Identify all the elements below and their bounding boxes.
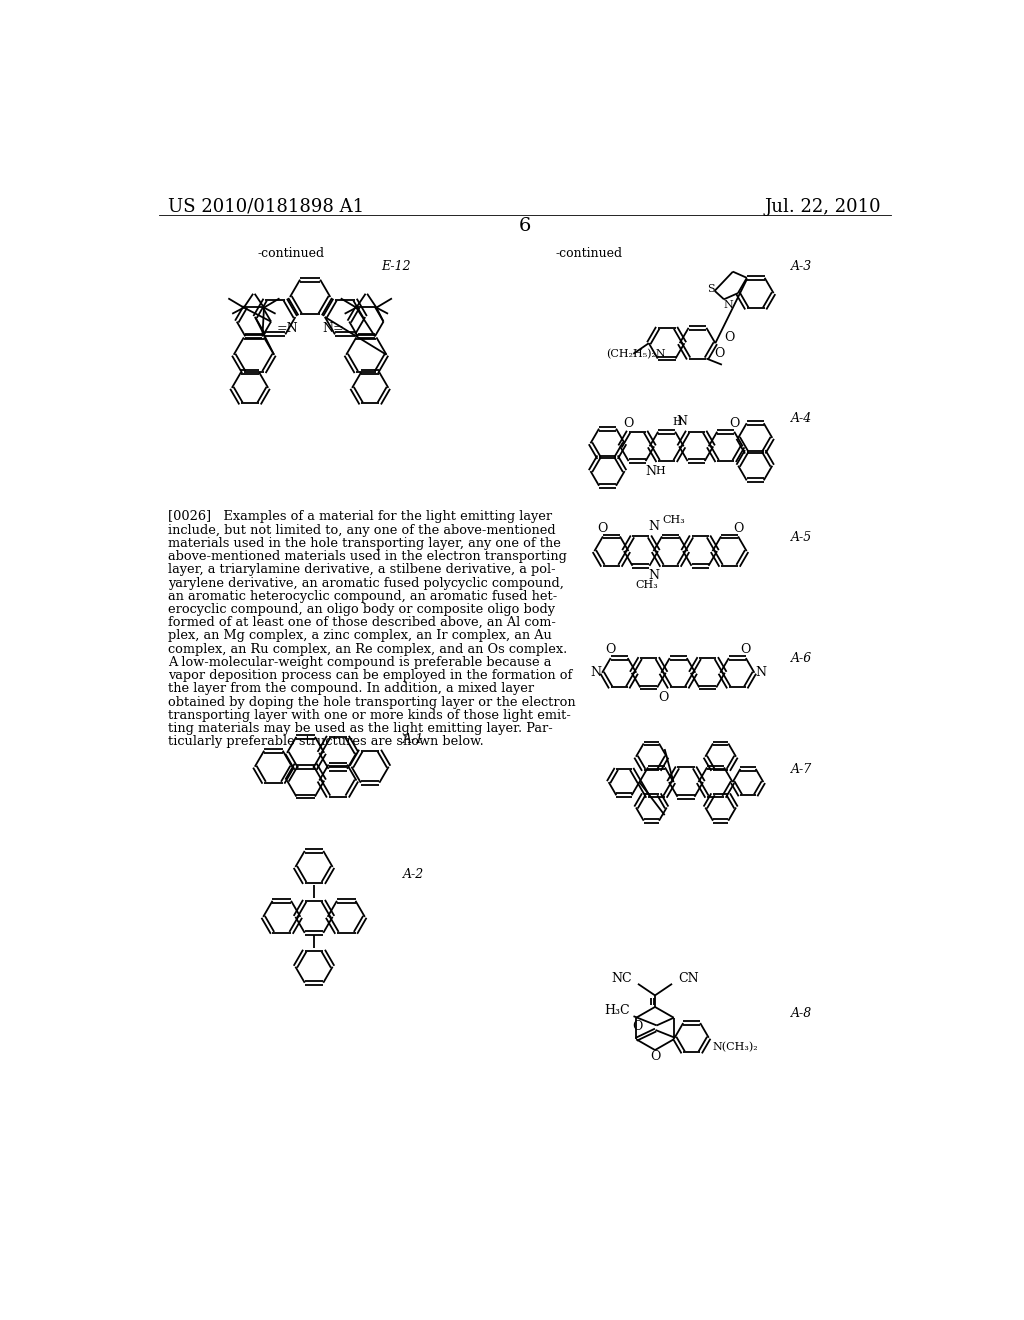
Text: transporting layer with one or more kinds of those light emit-: transporting layer with one or more kind…	[168, 709, 571, 722]
Text: O: O	[633, 1020, 643, 1034]
Text: N: N	[645, 465, 656, 478]
Text: O: O	[740, 643, 751, 656]
Text: A-2: A-2	[403, 869, 424, 880]
Text: A-5: A-5	[791, 531, 812, 544]
Text: S: S	[707, 284, 715, 293]
Text: plex, an Mg complex, a zinc complex, an Ir complex, an Au: plex, an Mg complex, a zinc complex, an …	[168, 630, 552, 643]
Text: ticularly preferable structures are shown below.: ticularly preferable structures are show…	[168, 735, 484, 748]
Text: O: O	[605, 643, 615, 656]
Text: A-3: A-3	[791, 260, 812, 273]
Text: A-8: A-8	[791, 1007, 812, 1019]
Text: materials used in the hole transporting layer, any one of the: materials used in the hole transporting …	[168, 537, 561, 549]
Text: N: N	[677, 416, 688, 428]
Text: O: O	[658, 690, 669, 704]
Text: NC: NC	[611, 972, 632, 985]
Text: N=: N=	[323, 322, 344, 334]
Text: formed of at least one of those described above, an Al com-: formed of at least one of those describe…	[168, 616, 556, 630]
Text: A-7: A-7	[791, 763, 812, 776]
Text: complex, an Ru complex, an Re complex, and an Os complex.: complex, an Ru complex, an Re complex, a…	[168, 643, 567, 656]
Text: CN: CN	[678, 972, 698, 985]
Text: O: O	[724, 331, 734, 345]
Text: H: H	[672, 417, 682, 426]
Text: (CH₂H₅)₂N: (CH₂H₅)₂N	[606, 348, 666, 359]
Text: N: N	[591, 667, 601, 680]
Text: the layer from the compound. In addition, a mixed layer: the layer from the compound. In addition…	[168, 682, 535, 696]
Text: Jul. 22, 2010: Jul. 22, 2010	[765, 198, 882, 216]
Text: layer, a triarylamine derivative, a stilbene derivative, a pol-: layer, a triarylamine derivative, a stil…	[168, 564, 556, 577]
Text: [0026]   Examples of a material for the light emitting layer: [0026] Examples of a material for the li…	[168, 511, 552, 523]
Text: A-1: A-1	[403, 733, 424, 746]
Text: N: N	[648, 569, 659, 582]
Text: -continued: -continued	[257, 247, 325, 260]
Text: erocyclic compound, an oligo body or composite oligo body: erocyclic compound, an oligo body or com…	[168, 603, 555, 616]
Text: H: H	[655, 466, 666, 477]
Text: CH₃: CH₃	[662, 515, 685, 525]
Text: N: N	[648, 520, 659, 533]
Text: O: O	[729, 417, 739, 430]
Text: above-mentioned materials used in the electron transporting: above-mentioned materials used in the el…	[168, 550, 567, 564]
Text: E-12: E-12	[381, 260, 411, 273]
Text: obtained by doping the hole transporting layer or the electron: obtained by doping the hole transporting…	[168, 696, 575, 709]
Text: O: O	[650, 1049, 660, 1063]
Text: A-4: A-4	[791, 412, 812, 425]
Text: N: N	[755, 667, 766, 680]
Text: O: O	[624, 417, 634, 430]
Text: H₃C: H₃C	[604, 1003, 630, 1016]
Text: N(CH₃)₂: N(CH₃)₂	[713, 1041, 758, 1052]
Text: =N: =N	[276, 322, 298, 334]
Text: include, but not limited to, any one of the above-mentioned: include, but not limited to, any one of …	[168, 524, 556, 536]
Text: O: O	[714, 347, 724, 360]
Text: N: N	[724, 300, 733, 310]
Text: US 2010/0181898 A1: US 2010/0181898 A1	[168, 198, 365, 216]
Text: vapor deposition process can be employed in the formation of: vapor deposition process can be employed…	[168, 669, 572, 682]
Text: O: O	[598, 521, 608, 535]
Text: CH₃: CH₃	[635, 579, 657, 590]
Text: -continued: -continued	[556, 247, 623, 260]
Text: an aromatic heterocyclic compound, an aromatic fused het-: an aromatic heterocyclic compound, an ar…	[168, 590, 557, 603]
Text: O: O	[733, 521, 743, 535]
Text: A-6: A-6	[791, 652, 812, 665]
Text: 6: 6	[518, 218, 531, 235]
Text: yarylene derivative, an aromatic fused polycyclic compound,: yarylene derivative, an aromatic fused p…	[168, 577, 564, 590]
Text: ting materials may be used as the light emitting layer. Par-: ting materials may be used as the light …	[168, 722, 553, 735]
Text: A low-molecular-weight compound is preferable because a: A low-molecular-weight compound is prefe…	[168, 656, 552, 669]
